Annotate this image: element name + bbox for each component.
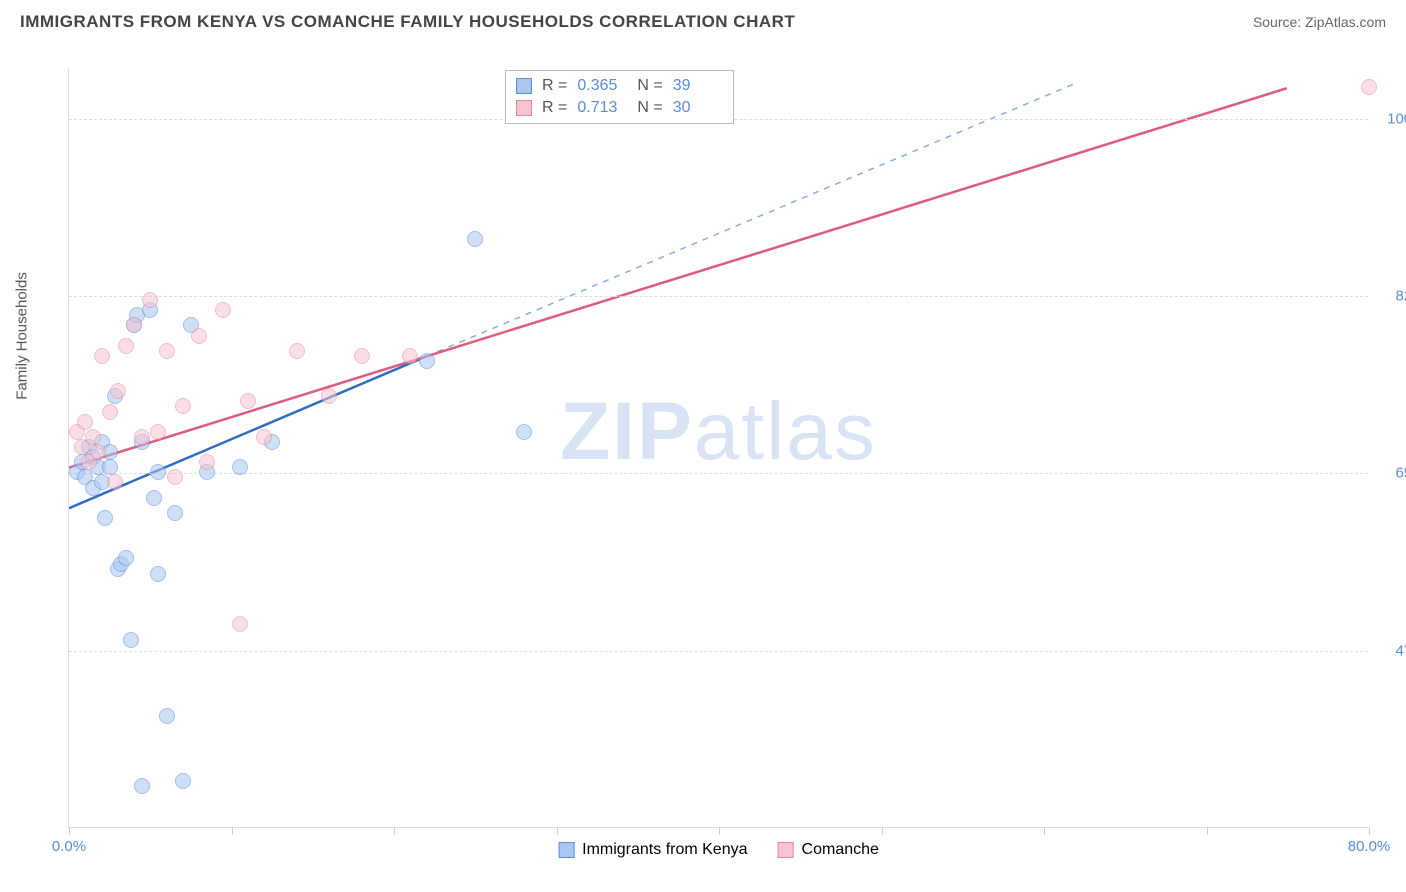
- stats-r-val-1: 0.365: [577, 77, 627, 95]
- legend-swatch-2: [778, 842, 794, 858]
- data-point: [142, 292, 158, 308]
- data-point: [467, 231, 483, 247]
- x-tick: [1207, 827, 1208, 835]
- watermark-bold: ZIP: [560, 386, 694, 477]
- data-point: [134, 429, 150, 445]
- trend-line-dash-0: [426, 83, 1076, 356]
- data-point: [102, 459, 118, 475]
- data-point: [402, 348, 418, 364]
- x-tick: [1369, 827, 1370, 835]
- data-point: [199, 454, 215, 470]
- legend-item-2: Comanche: [778, 841, 879, 859]
- stats-n-label-1: N =: [637, 77, 662, 95]
- data-point: [159, 708, 175, 724]
- y-tick-label: 82.5%: [1378, 288, 1406, 305]
- stats-swatch-1: [516, 78, 532, 94]
- x-tick-label: 0.0%: [52, 838, 86, 855]
- data-point: [97, 510, 113, 526]
- data-point: [134, 778, 150, 794]
- data-point: [1361, 79, 1377, 95]
- stats-n-val-2: 30: [673, 99, 723, 117]
- data-point: [419, 353, 435, 369]
- trend-lines-svg: [69, 68, 1368, 827]
- data-point: [321, 388, 337, 404]
- gridline-h: [69, 651, 1368, 652]
- data-point: [150, 424, 166, 440]
- data-point: [159, 343, 175, 359]
- data-point: [102, 404, 118, 420]
- stats-box: R = 0.365 N = 39 R = 0.713 N = 30: [505, 70, 734, 124]
- data-point: [123, 632, 139, 648]
- data-point: [118, 550, 134, 566]
- stats-r-label-2: R =: [542, 99, 567, 117]
- data-point: [110, 383, 126, 399]
- data-point: [354, 348, 370, 364]
- gridline-h: [69, 296, 1368, 297]
- stats-n-label-2: N =: [637, 99, 662, 117]
- x-tick: [1044, 827, 1045, 835]
- watermark-light: atlas: [694, 386, 877, 477]
- trend-line-0: [69, 356, 426, 508]
- data-point: [289, 343, 305, 359]
- data-point: [126, 317, 142, 333]
- data-point: [232, 459, 248, 475]
- y-tick-label: 65.0%: [1378, 465, 1406, 482]
- data-point: [175, 773, 191, 789]
- gridline-h: [69, 473, 1368, 474]
- stats-n-val-1: 39: [673, 77, 723, 95]
- data-point: [516, 424, 532, 440]
- x-tick: [394, 827, 395, 835]
- data-point: [146, 490, 162, 506]
- y-tick-label: 47.5%: [1378, 642, 1406, 659]
- data-point: [94, 348, 110, 364]
- watermark: ZIPatlas: [560, 385, 877, 479]
- x-tick: [69, 827, 70, 835]
- trend-line-1: [69, 88, 1287, 468]
- stats-r-val-2: 0.713: [577, 99, 627, 117]
- stats-row-1: R = 0.365 N = 39: [516, 75, 723, 97]
- x-tick: [232, 827, 233, 835]
- data-point: [85, 429, 101, 445]
- chart-source: Source: ZipAtlas.com: [1253, 14, 1386, 30]
- legend-label-2: Comanche: [802, 841, 879, 859]
- data-point: [167, 469, 183, 485]
- legend-item-1: Immigrants from Kenya: [558, 841, 747, 859]
- stats-row-2: R = 0.713 N = 30: [516, 97, 723, 119]
- data-point: [150, 566, 166, 582]
- data-point: [240, 393, 256, 409]
- stats-r-label-1: R =: [542, 77, 567, 95]
- chart-title: IMMIGRANTS FROM KENYA VS COMANCHE FAMILY…: [20, 12, 795, 32]
- data-point: [191, 328, 207, 344]
- data-point: [77, 414, 93, 430]
- data-point: [118, 338, 134, 354]
- data-point: [215, 302, 231, 318]
- data-point: [167, 505, 183, 521]
- chart-header: IMMIGRANTS FROM KENYA VS COMANCHE FAMILY…: [0, 0, 1406, 40]
- data-point: [256, 429, 272, 445]
- y-tick-label: 100.0%: [1378, 110, 1406, 127]
- data-point: [90, 444, 106, 460]
- legend-label-1: Immigrants from Kenya: [582, 841, 747, 859]
- data-point: [175, 398, 191, 414]
- stats-swatch-2: [516, 100, 532, 116]
- data-point: [150, 464, 166, 480]
- x-tick: [557, 827, 558, 835]
- legend-swatch-1: [558, 842, 574, 858]
- data-point: [232, 616, 248, 632]
- chart-container: Family Households ZIPatlas R = 0.365 N =…: [50, 50, 1386, 860]
- data-point: [107, 474, 123, 490]
- plot-area: ZIPatlas R = 0.365 N = 39 R = 0.713 N = …: [68, 68, 1368, 828]
- x-tick: [719, 827, 720, 835]
- x-tick-label: 80.0%: [1348, 838, 1391, 855]
- y-axis-label: Family Households: [14, 272, 31, 400]
- x-axis-legend: Immigrants from Kenya Comanche: [558, 841, 879, 859]
- x-tick: [882, 827, 883, 835]
